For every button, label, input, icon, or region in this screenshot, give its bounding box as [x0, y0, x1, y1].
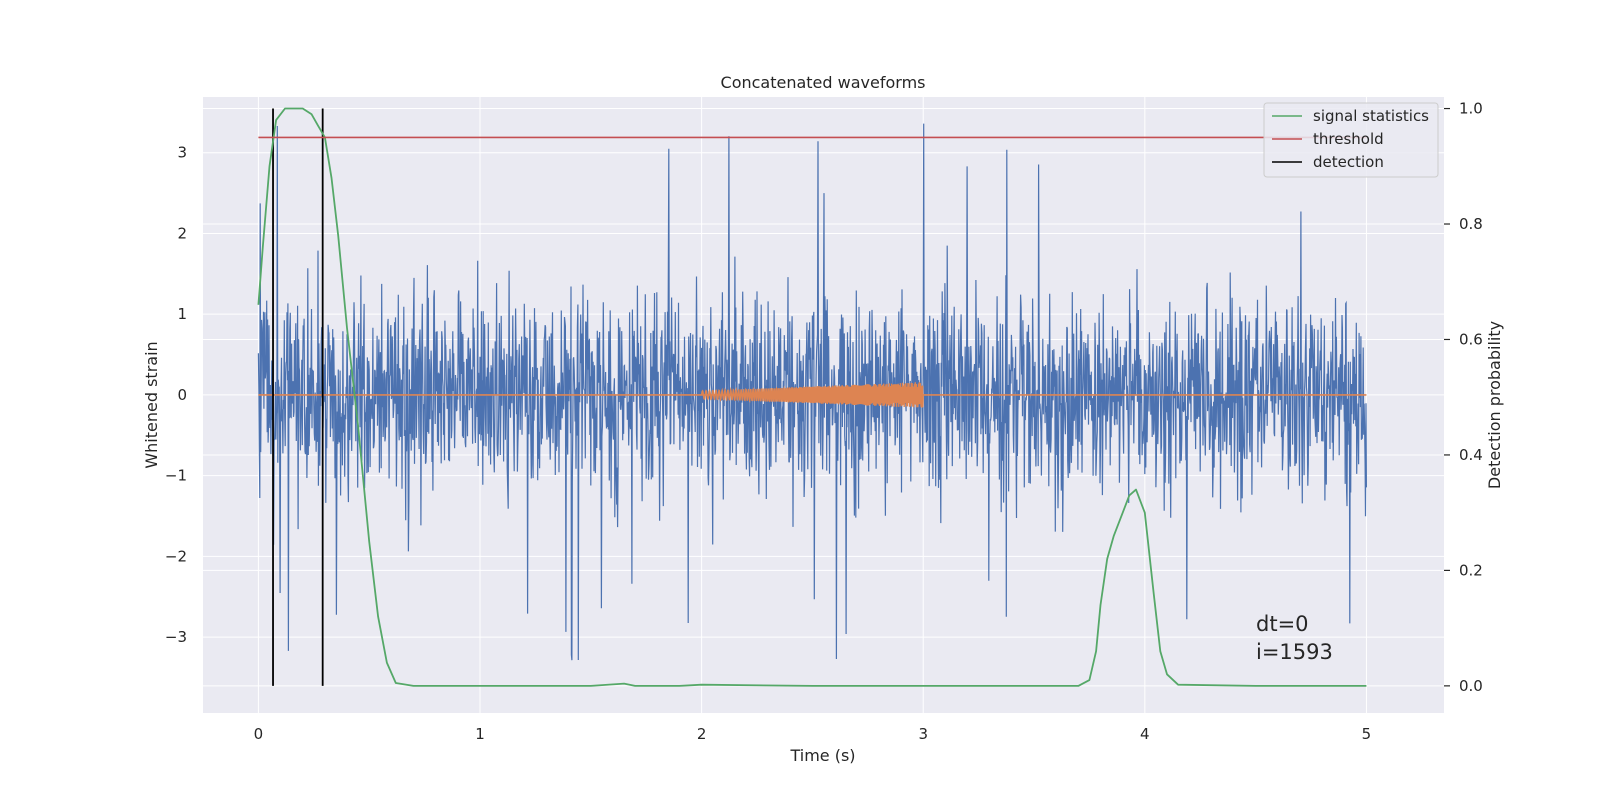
strain-line: [257, 123, 1367, 661]
legend-item-signal-statistics: signal statistics: [1313, 107, 1429, 125]
y-tick-label: 1: [177, 305, 187, 323]
y-tick-label: −3: [165, 628, 187, 646]
x-tick-label: 1: [475, 725, 485, 743]
y-right-tick-label: 0.8: [1459, 215, 1483, 233]
legend: signal statistics threshold detection: [1263, 102, 1439, 178]
y-tick-label: 0: [177, 386, 187, 404]
legend-item-threshold: threshold: [1313, 130, 1384, 148]
x-tick-label: 2: [697, 725, 707, 743]
annotation-index: i=1593: [1256, 640, 1333, 664]
injected-chirp-line: [700, 382, 924, 408]
signal-statistics-series: [257, 107, 1367, 687]
y-right-tick-label: 1.0: [1459, 100, 1483, 118]
detection-series: [272, 108, 324, 686]
x-tick-label: 4: [1140, 725, 1150, 743]
y-right-tick-label: 0.2: [1459, 561, 1483, 579]
y-tick-label: −2: [165, 547, 187, 565]
y-axis-right-label: Detection probability: [1485, 321, 1504, 489]
x-tick-label: 3: [918, 725, 928, 743]
x-axis: 0 1 2 3 4 5: [254, 725, 1372, 743]
annotation-dt: dt=0: [1256, 612, 1309, 636]
y-right-tick-label: 0.0: [1459, 677, 1483, 695]
y-axis-label: Whitened strain: [142, 341, 161, 468]
strain-series: [257, 123, 1367, 661]
signal-statistics-line: [257, 107, 1367, 687]
chart-title: Concatenated waveforms: [721, 73, 926, 92]
plot-layer: [257, 107, 1367, 687]
y-right-tick-label: 0.6: [1459, 330, 1483, 348]
x-tick-label: 5: [1362, 725, 1372, 743]
legend-box: [1263, 102, 1439, 178]
x-axis-label: Time (s): [789, 746, 855, 765]
x-tick-label: 0: [254, 725, 264, 743]
y-tick-label: 2: [177, 224, 187, 242]
y-axis-left: −3 −2 −1 0 1 2 3: [165, 144, 187, 646]
y-right-tick-label: 0.4: [1459, 446, 1483, 464]
y-tick-label: −1: [165, 467, 187, 485]
y-tick-label: 3: [177, 144, 187, 162]
injected-chirp-series: [700, 382, 924, 408]
legend-item-detection: detection: [1313, 153, 1384, 171]
y-axis-right: 0.0 0.2 0.4 0.6 0.8 1.0: [1444, 100, 1483, 695]
